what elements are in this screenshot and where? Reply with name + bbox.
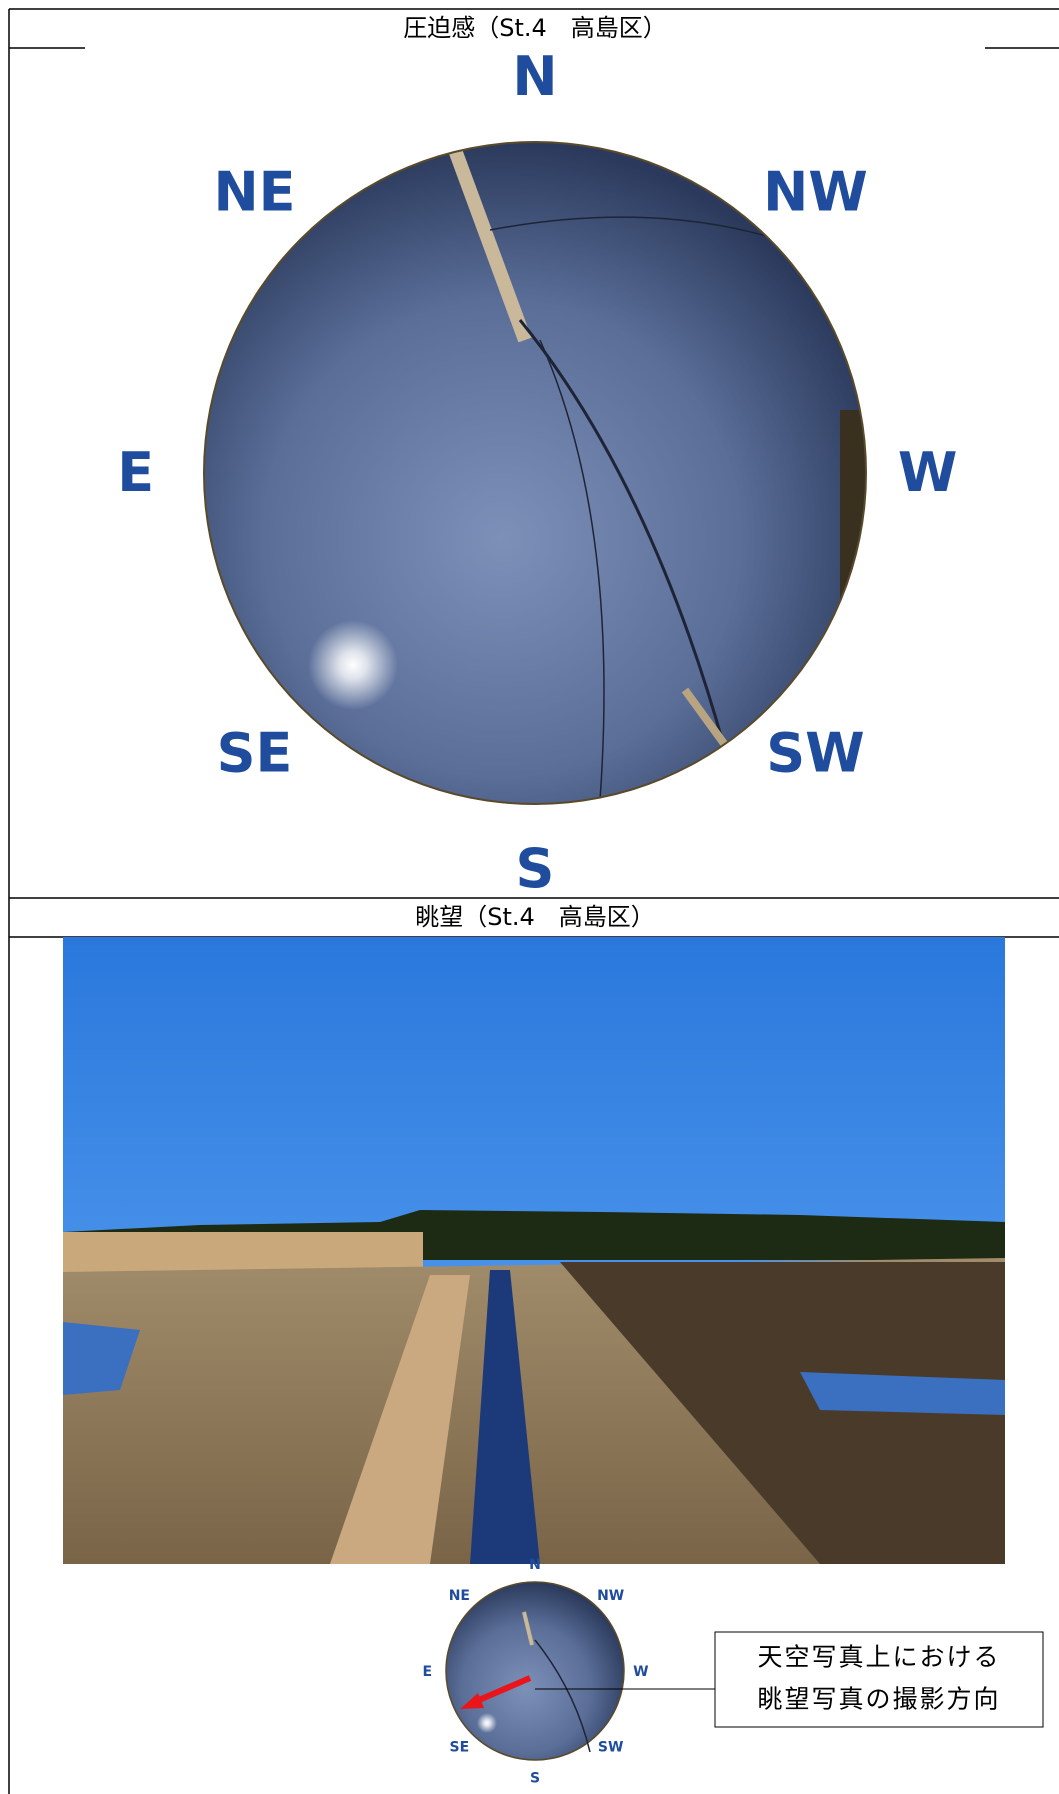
section-title: 圧迫感（St.4 高島区） xyxy=(403,14,667,42)
landscape-photo xyxy=(63,937,1005,1564)
compass-label: NE xyxy=(213,160,295,223)
sky-photo xyxy=(203,141,870,805)
inset-compass-label: SW xyxy=(598,1740,624,1756)
compass-label: SW xyxy=(766,721,864,784)
compass-label: NW xyxy=(763,160,868,223)
section-title: 眺望（St.4 高島区） xyxy=(415,903,655,931)
compass-label: E xyxy=(117,441,154,504)
compass-label: SE xyxy=(217,721,293,784)
inset-sky-photo xyxy=(446,1582,624,1760)
document: 圧迫感（St.4 高島区） 眺望（St.4 高島区） NNENWEWSESWS xyxy=(0,0,1059,1794)
inset-compass-label: SE xyxy=(450,1740,470,1756)
compass-label: N xyxy=(512,45,557,108)
inset-compass-label: S xyxy=(530,1771,540,1787)
compass-label: S xyxy=(516,837,555,900)
compass-label: W xyxy=(898,441,958,504)
callout-text: 眺望写真の撮影方向 xyxy=(757,1685,1000,1714)
inset-compass-label: W xyxy=(633,1664,648,1680)
inset-compass-label: N xyxy=(529,1557,541,1573)
callout-text: 天空写真上における xyxy=(757,1643,1000,1672)
inset-compass-label: NW xyxy=(597,1588,624,1604)
inset-compass-label: NE xyxy=(449,1588,470,1604)
inset-compass-label: E xyxy=(423,1664,433,1680)
